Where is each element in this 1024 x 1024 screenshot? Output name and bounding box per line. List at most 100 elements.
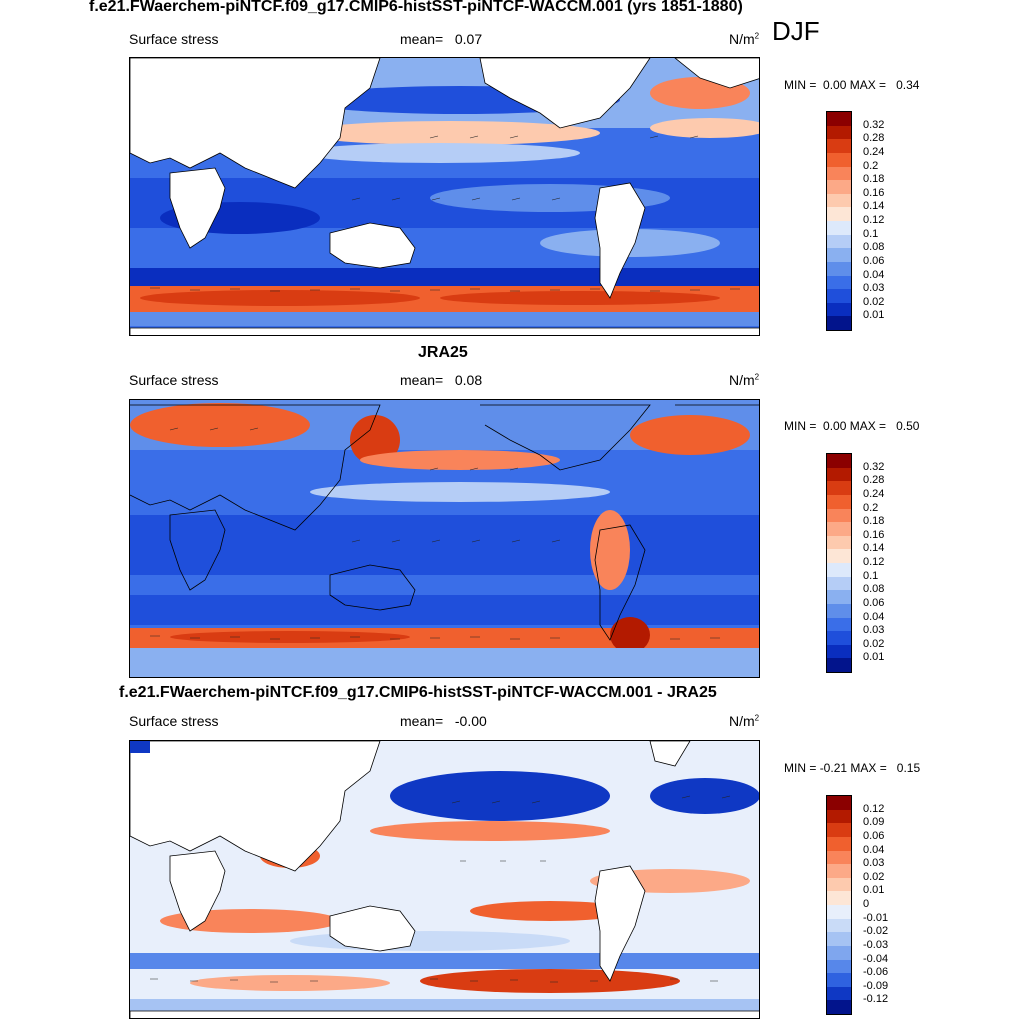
panel-1-minmax: MIN = 0.00 MAX = 0.34 [784, 78, 919, 92]
colorbar-swatch [827, 166, 851, 181]
colorbar-tick-label: -0.02 [863, 925, 889, 938]
panel-3-min-label: MIN = [784, 761, 817, 775]
panel-1-max-value: 0.34 [896, 78, 920, 92]
colorbar-swatch [827, 877, 851, 892]
colorbar-swatch [827, 275, 851, 290]
colorbar-swatch [827, 823, 851, 837]
colorbar-tick-label: 0.06 [863, 829, 885, 842]
colorbar-swatch [827, 481, 851, 495]
colorbar-tick-label: -0.04 [863, 952, 889, 965]
colorbar-tick-label: 0.12 [863, 556, 885, 568]
panel-3-colorbar-ticks: 0.12 0.09 0.06 0.04 0.03 0.02 0.01 0 -0.01 -0.02-… [863, 795, 923, 1015]
panel-2-colorbar-ticks: 0.32 0.28 0.24 0.2 0.18 0.16 0.14 0.12 0.1 0.08 0.… [863, 453, 923, 673]
panel-1-variable: Surface stress [129, 31, 219, 47]
panel-3-title: f.e21.FWaerchem-piNTCF.f09_g17.CMIP6-his… [119, 684, 717, 701]
colorbar-swatch [827, 864, 851, 878]
colorbar-swatch [827, 836, 851, 851]
colorbar-tick-label: 0.03 [863, 282, 885, 295]
colorbar-tick-label: 0 [863, 898, 870, 910]
panel-3-units-text: N/m [729, 713, 755, 729]
colorbar-tick-label: -0.01 [863, 911, 889, 924]
colorbar-tick-label: 0.09 [863, 816, 885, 829]
panel-3-units-exp: 2 [754, 713, 760, 723]
panel-2-max-label: MAX = [849, 419, 887, 433]
panel-2-units-text: N/m [729, 372, 755, 388]
colorbar-tick-label: 0.32 [863, 118, 885, 131]
colorbar-swatch [827, 221, 851, 235]
colorbar-tick-label: 0.01 [863, 309, 885, 322]
colorbar-tick-label: -0.03 [863, 938, 889, 951]
panel-1-mean-value: 0.07 [454, 31, 483, 47]
colorbar-swatch [827, 454, 851, 468]
panel-1-min-value: 0.00 [823, 78, 847, 92]
panel-3-min-value: -0.21 [819, 761, 848, 775]
colorbar-swatch [827, 467, 851, 482]
colorbar-tick-label: 0.2 [863, 501, 879, 514]
panel-2-max-value: 0.50 [896, 419, 920, 433]
colorbar-tick-label: 0.2 [863, 159, 879, 172]
colorbar-swatch [827, 563, 851, 577]
colorbar-tick-label: 0.06 [863, 254, 885, 267]
panel-2-variable: Surface stress [129, 372, 219, 388]
colorbar-tick-label: 0.06 [863, 596, 885, 609]
panel-1-min-label: MIN = [784, 78, 817, 92]
season-label: DJF [772, 16, 820, 46]
colorbar-tick-label: 0.03 [863, 624, 885, 637]
colorbar-tick-label: -0.09 [863, 979, 889, 992]
panel-2-min-label: MIN = [784, 419, 817, 433]
panel-3-variable: Surface stress [129, 713, 219, 729]
panel-1-units: N/m2 [729, 31, 759, 47]
colorbar-tick-label: 0.08 [863, 583, 885, 596]
colorbar-swatch [827, 617, 851, 632]
colorbar-tick-label: 0.04 [863, 268, 885, 281]
panel-1-mean-label: mean= [400, 31, 444, 47]
colorbar-swatch [827, 234, 851, 249]
colorbar-swatch [827, 973, 851, 987]
panel-3-mean: mean= -0.00 [400, 713, 487, 729]
colorbar-tick-label: 0.16 [863, 186, 885, 199]
panel-3-units: N/m2 [729, 713, 759, 729]
colorbar-tick-label: 0.04 [863, 610, 885, 623]
colorbar-tick-label: -0.06 [863, 966, 889, 979]
colorbar-tick-label: 0.01 [863, 651, 885, 664]
panel-3-colorbar [826, 795, 852, 1015]
colorbar-swatch [827, 549, 851, 563]
colorbar-tick-label: 0.18 [863, 515, 885, 528]
colorbar-swatch [827, 905, 851, 919]
panel-3-max-label: MAX = [850, 761, 887, 775]
colorbar-swatch [827, 644, 851, 659]
panel-2-minmax: MIN = 0.00 MAX = 0.50 [784, 419, 919, 433]
colorbar-swatch [827, 139, 851, 153]
colorbar-tick-label: 0.02 [863, 637, 885, 650]
panel-1-units-exp: 2 [754, 31, 760, 41]
colorbar-tick-label: 0.1 [863, 227, 879, 240]
colorbar-swatch [827, 809, 851, 824]
colorbar-swatch [827, 986, 851, 1001]
colorbar-swatch [827, 945, 851, 960]
panel-1-title: f.e21.FWaerchem-piNTCF.f09_g17.CMIP6-his… [89, 0, 743, 15]
panel-3-minmax: MIN = -0.21 MAX = 0.15 [784, 761, 920, 775]
colorbar-swatch [827, 959, 851, 974]
panel-3-max-value: 0.15 [896, 761, 921, 775]
panel-1-map [129, 57, 760, 336]
colorbar-tick-label: -0.12 [863, 993, 889, 1006]
colorbar-tick-label: 0.14 [863, 542, 885, 555]
colorbar-tick-label: 0.12 [863, 214, 885, 226]
panel-2-colorbar [826, 453, 852, 673]
colorbar-swatch [827, 508, 851, 523]
colorbar-swatch [827, 918, 851, 933]
colorbar-tick-label: 0.1 [863, 569, 879, 582]
colorbar-tick-label: 0.04 [863, 843, 885, 856]
colorbar-tick-label: 0.32 [863, 460, 885, 473]
panel-2-mean-value: 0.08 [454, 372, 483, 388]
colorbar-swatch [827, 891, 851, 905]
colorbar-swatch [827, 932, 851, 946]
colorbar-swatch [827, 207, 851, 221]
colorbar-swatch [827, 1000, 851, 1014]
colorbar-swatch [827, 302, 851, 317]
panel-3-mean-label: mean= [400, 713, 444, 729]
colorbar-swatch [827, 125, 851, 140]
panel-2-units: N/m2 [729, 372, 759, 388]
panel-2-mean: mean= 0.08 [400, 372, 482, 388]
colorbar-swatch [827, 576, 851, 591]
